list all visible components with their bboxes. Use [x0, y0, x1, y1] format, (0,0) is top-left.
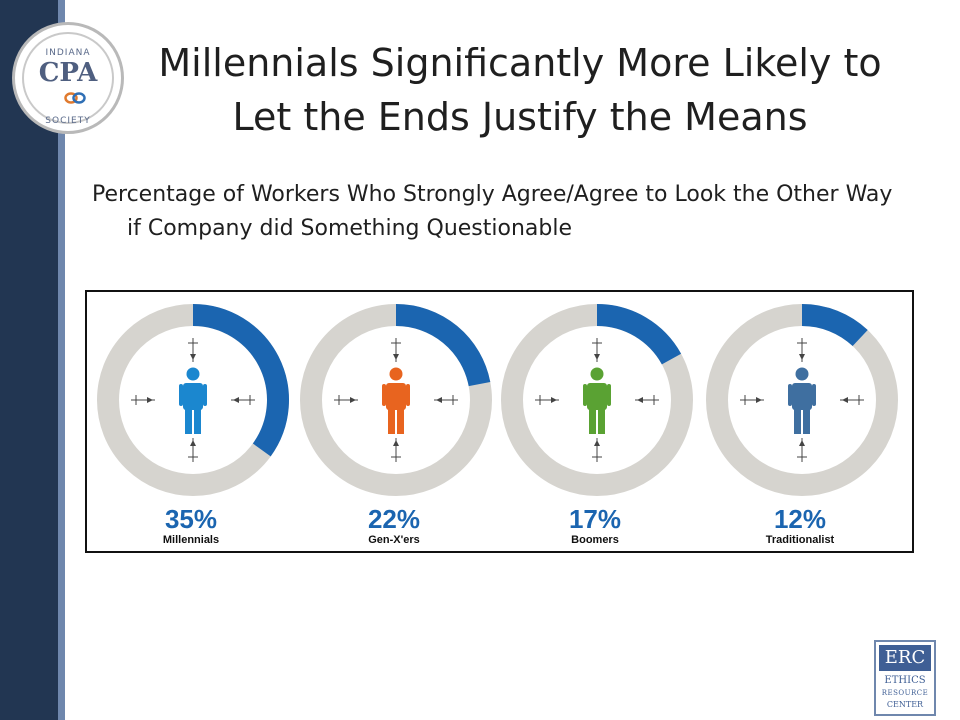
crosshair-arrow [594, 440, 600, 446]
person-torso [587, 383, 607, 410]
slide-title: Millennials Significantly More Likely to… [158, 41, 882, 139]
person-leg-right [803, 409, 810, 434]
crosshair-arrow [233, 397, 239, 403]
person-arm-right [406, 384, 410, 406]
crosshair-arrow [799, 354, 805, 360]
person-head [186, 367, 200, 381]
person-icon [382, 367, 410, 434]
person-arm-left [583, 384, 587, 406]
person-arm-right [203, 384, 207, 406]
person-torso [386, 383, 406, 410]
person-leg-right [194, 409, 201, 434]
person-icon [583, 367, 611, 434]
crosshair-arrow [147, 397, 153, 403]
slide-subtitle: Percentage of Workers Who Strongly Agree… [92, 182, 893, 241]
person-arm-left [179, 384, 183, 406]
category-label: Boomers [571, 534, 619, 546]
donut-value-arc [801, 304, 868, 347]
donut-value-arc [596, 304, 682, 365]
person-leg-left [388, 409, 395, 434]
donut-group [501, 304, 693, 496]
erc-logo: ERC ETHICS RESOURCE CENTER [874, 640, 936, 716]
crosshair-arrow [350, 397, 356, 403]
category-label: Traditionalist [766, 534, 835, 546]
person-head [795, 367, 809, 381]
person-leg-right [598, 409, 605, 434]
crosshair-arrow [551, 397, 557, 403]
person-head [389, 367, 403, 381]
person-head [590, 367, 604, 381]
crosshair-arrow [842, 397, 848, 403]
logo-top-text: INDIANA [45, 48, 91, 58]
person-leg-left [589, 409, 596, 434]
person-arm-left [382, 384, 386, 406]
erc-logo-head: ERC [879, 645, 931, 671]
donut-chart: 35%Millennials 22%Gen-X'ers 17%Boomers 12%T… [97, 304, 898, 546]
person-arm-right [812, 384, 816, 406]
donut-group [706, 304, 898, 496]
donut-group [300, 304, 492, 496]
erc-logo-line3: CENTER [886, 700, 924, 709]
crosshair-arrow [190, 440, 196, 446]
donut-value-arc [192, 304, 289, 457]
crosshair-arrow [594, 354, 600, 360]
value-label: 12% [774, 504, 826, 534]
chart-frame: 35% Millennials 22% Gen-X'ers 17% Boomers 12% T… [85, 290, 914, 553]
erc-logo-line2: RESOURCE [881, 689, 929, 697]
person-icon [788, 367, 816, 434]
person-icon [179, 367, 207, 434]
crosshair-arrow [756, 397, 762, 403]
person-arm-right [607, 384, 611, 406]
erc-logo-line1: ETHICS [884, 675, 926, 686]
donut-group [97, 304, 289, 496]
crosshair-arrow [799, 440, 805, 446]
logo-knot-icon [64, 92, 86, 104]
value-label: 22% [368, 504, 420, 534]
indiana-cpa-society-logo: INDIANA CPA SOCIETY [12, 22, 124, 134]
person-arm-left [788, 384, 792, 406]
crosshair-arrow [436, 397, 442, 403]
crosshair-arrow [393, 440, 399, 446]
crosshair-arrow [393, 354, 399, 360]
person-torso [792, 383, 812, 410]
side-stripe [58, 0, 65, 720]
value-label: 35% [165, 504, 217, 534]
crosshair-arrow [637, 397, 643, 403]
logo-ring: INDIANA CPA SOCIETY [22, 32, 114, 126]
crosshair-arrow [190, 354, 196, 360]
person-leg-right [397, 409, 404, 434]
value-label: 17% [569, 504, 621, 534]
person-leg-left [185, 409, 192, 434]
donut-value-arc [395, 304, 491, 387]
logo-main-text: CPA [38, 58, 98, 88]
person-leg-left [794, 409, 801, 434]
person-torso [183, 383, 203, 410]
category-label: Millennials [163, 534, 219, 546]
logo-bottom-text: SOCIETY [45, 116, 91, 126]
category-label: Gen-X'ers [368, 534, 420, 546]
